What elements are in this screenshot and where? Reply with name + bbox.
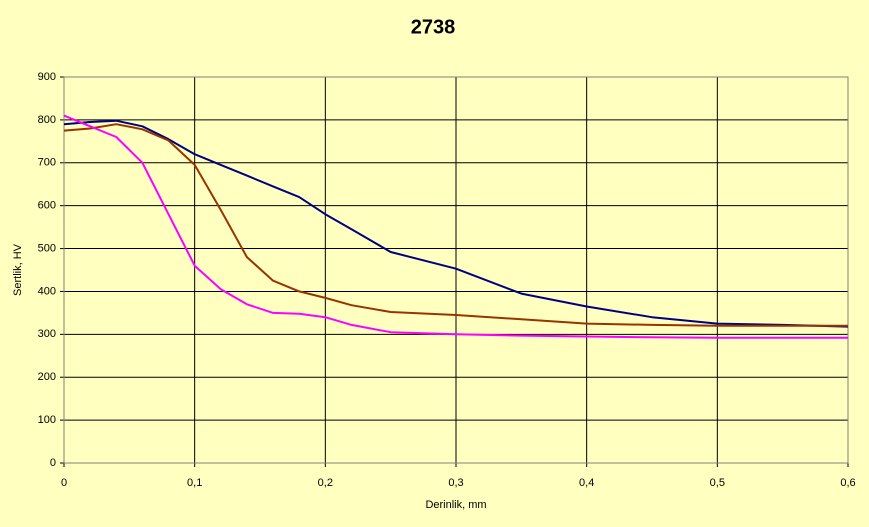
series-line	[63, 114, 848, 339]
x-tick-label: 0,6	[840, 477, 855, 489]
y-axis-label: Sertlik, HV	[12, 243, 24, 296]
x-tick-label: 0,3	[448, 477, 463, 489]
x-tick-label: 0,2	[318, 477, 333, 489]
y-tick-label: 100	[38, 414, 56, 426]
x-tick-label: 0	[61, 477, 67, 489]
x-axis-label: Derinlik, mm	[425, 499, 486, 511]
y-tick-label: 0	[50, 457, 56, 469]
y-tick-label: 200	[38, 371, 56, 383]
x-tick-label: 0,4	[579, 477, 594, 489]
y-tick-label: 900	[38, 71, 56, 83]
x-tick-label: 0,5	[710, 477, 725, 489]
series-line	[63, 123, 848, 327]
y-tick-label: 600	[38, 200, 56, 212]
y-tick-label: 500	[38, 242, 56, 254]
series-line	[63, 119, 849, 328]
y-tick-label: 700	[38, 157, 56, 169]
y-tick-label: 800	[38, 114, 56, 126]
y-tick-label: 400	[38, 285, 56, 297]
x-tick-label: 0,1	[187, 477, 202, 489]
chart-title: 2738	[411, 16, 456, 38]
y-tick-label: 300	[38, 328, 56, 340]
plot-border	[63, 76, 849, 464]
